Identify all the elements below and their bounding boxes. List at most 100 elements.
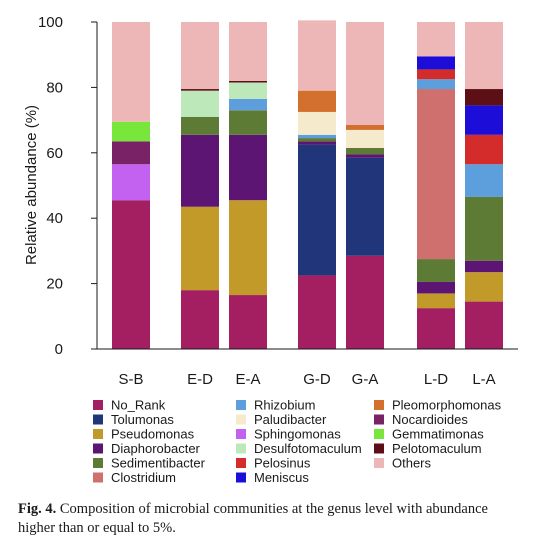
figure-caption: Fig. 4. Composition of microbial communi… bbox=[18, 500, 526, 538]
legend-swatch bbox=[93, 429, 103, 439]
legend-swatch bbox=[236, 458, 246, 468]
legend: No_RankTolumonasPseudomonasDiaphorobacte… bbox=[93, 398, 502, 485]
legend-swatch bbox=[236, 443, 246, 454]
bar-segment bbox=[229, 82, 267, 99]
bar-segment bbox=[298, 134, 336, 139]
legend-label: Desulfotomaculum bbox=[254, 441, 362, 456]
legend-label: Pleomorphomonas bbox=[392, 398, 502, 413]
legend-swatch bbox=[236, 429, 246, 439]
bar-segment bbox=[465, 301, 503, 349]
bar-segment bbox=[465, 164, 503, 197]
bar-segment bbox=[181, 116, 219, 135]
legend-swatch bbox=[93, 414, 103, 425]
bar-segment bbox=[229, 98, 267, 111]
bar-segment bbox=[112, 22, 150, 122]
y-tick-label: 100 bbox=[38, 14, 63, 31]
bar-segment bbox=[417, 56, 455, 70]
bar-segment bbox=[417, 79, 455, 90]
bar-segment bbox=[181, 89, 219, 91]
bar-segment bbox=[346, 125, 384, 130]
bar-segment bbox=[229, 134, 267, 201]
bar-segment bbox=[346, 154, 384, 158]
bar-segment bbox=[346, 129, 384, 148]
legend-swatch bbox=[374, 400, 384, 410]
bar-segment bbox=[346, 147, 384, 155]
bar-segment bbox=[229, 80, 267, 83]
y-axis: 0 20 40 60 80 100 bbox=[38, 14, 98, 358]
y-tick-label: 0 bbox=[55, 341, 63, 358]
bar-segment bbox=[112, 200, 150, 349]
y-tick-label: 40 bbox=[46, 210, 63, 227]
x-tick-label: G-D bbox=[303, 371, 331, 388]
x-tick-label: S-B bbox=[118, 371, 143, 388]
bar-segment bbox=[229, 110, 267, 135]
bar-segment bbox=[417, 308, 455, 349]
bar-segment bbox=[465, 105, 503, 135]
legend-swatch bbox=[374, 429, 384, 439]
bar-segment bbox=[417, 293, 455, 309]
x-tick-label: E-D bbox=[187, 371, 213, 388]
bar-segment bbox=[298, 90, 336, 112]
legend-label: Paludibacter bbox=[254, 412, 327, 427]
plot-area bbox=[112, 20, 503, 349]
bar-segment bbox=[298, 111, 336, 135]
legend-label: Tolumonas bbox=[111, 412, 174, 427]
x-tick-label: E-A bbox=[235, 371, 260, 388]
bar-segment bbox=[346, 157, 384, 256]
bar-segment bbox=[229, 200, 267, 296]
legend-swatch bbox=[236, 400, 246, 410]
legend-label: Others bbox=[392, 456, 432, 471]
bar-segment bbox=[229, 22, 267, 81]
bar-segment bbox=[417, 89, 455, 260]
legend-label: Nocardioides bbox=[392, 412, 468, 427]
bar-segment bbox=[181, 90, 219, 117]
bar-segment bbox=[417, 22, 455, 57]
bar-segment bbox=[112, 121, 150, 142]
bar-segment bbox=[181, 206, 219, 291]
legend-swatch bbox=[374, 443, 384, 454]
y-tick-label: 80 bbox=[46, 79, 63, 96]
legend-swatch bbox=[93, 443, 103, 454]
stacked-bar-chart: 0 20 40 60 80 100 S-B E-D E-A G-D G-A L-D L-A Relat… bbox=[23, 14, 518, 485]
legend-swatch bbox=[93, 472, 103, 483]
x-tick-label: G-A bbox=[352, 371, 379, 388]
bar-segment bbox=[417, 69, 455, 80]
y-axis-title: Relative abundance (%) bbox=[23, 105, 40, 265]
legend-label: Rhizobium bbox=[254, 398, 315, 413]
bar-segment bbox=[298, 275, 336, 349]
bar-segment bbox=[346, 255, 384, 349]
bar-segment bbox=[465, 272, 503, 302]
bar-segment bbox=[112, 164, 150, 201]
legend-label: Clostridium bbox=[111, 470, 176, 485]
bar-segment bbox=[298, 20, 336, 91]
legend-swatch bbox=[236, 414, 246, 425]
bar-segment bbox=[417, 259, 455, 282]
bar-segment bbox=[181, 22, 219, 90]
caption-label: Fig. 4. bbox=[18, 501, 57, 517]
legend-label: Sedimentibacter bbox=[111, 456, 206, 471]
bar-segment bbox=[465, 22, 503, 90]
caption-text: Composition of microbial communities at … bbox=[18, 501, 488, 536]
legend-swatch bbox=[93, 400, 103, 410]
y-tick-label: 60 bbox=[46, 145, 63, 162]
bar-segment bbox=[298, 138, 336, 142]
bar-segment bbox=[112, 141, 150, 165]
legend-label: Diaphorobacter bbox=[111, 441, 201, 456]
y-tick-label: 20 bbox=[46, 276, 63, 293]
bar-segment bbox=[298, 141, 336, 145]
bar-segment bbox=[465, 260, 503, 273]
legend-label: Gemmatimonas bbox=[392, 427, 484, 442]
bar-segment bbox=[465, 196, 503, 261]
bar-segment bbox=[465, 134, 503, 165]
x-tick-label: L-A bbox=[472, 371, 495, 388]
legend-label: No_Rank bbox=[111, 398, 166, 413]
bar-segment bbox=[298, 144, 336, 276]
bar-segment bbox=[465, 89, 503, 106]
bar-segment bbox=[229, 295, 267, 349]
x-tick-label: L-D bbox=[424, 371, 448, 388]
bar-segment bbox=[181, 290, 219, 349]
legend-swatch bbox=[93, 458, 103, 468]
legend-label: Pelotomaculum bbox=[392, 441, 482, 456]
bar-segment bbox=[181, 134, 219, 207]
legend-swatch bbox=[374, 458, 384, 468]
